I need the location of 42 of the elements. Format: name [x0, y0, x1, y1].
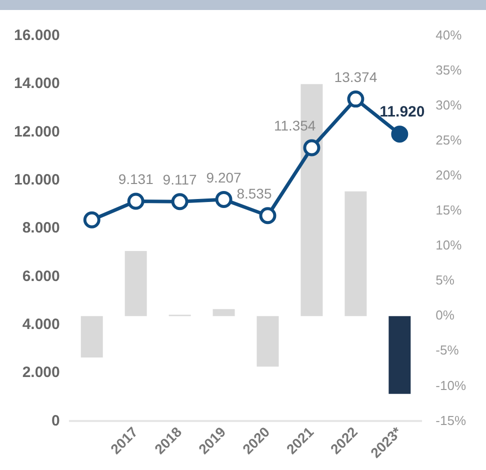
data-label: 13.374: [334, 68, 378, 85]
data-label: 9.131: [118, 171, 154, 188]
data-label: 11.354: [274, 118, 316, 134]
y2-tick-label: 20%: [436, 168, 462, 183]
y2-tick-label: 5%: [436, 272, 455, 288]
point: [303, 139, 320, 156]
y2-tick-label: 0%: [436, 308, 455, 323]
y2-tick-label: -10%: [436, 378, 466, 393]
point: [171, 193, 188, 210]
y2-tick-label: 10%: [436, 238, 462, 253]
y2-tick-label: 15%: [436, 202, 462, 218]
y-tick-label: 4.000: [22, 316, 60, 334]
bar: [80, 316, 103, 358]
data-label: 11.920: [380, 104, 425, 121]
point: [83, 211, 100, 228]
data-label: 9.207: [206, 169, 242, 186]
y2-tick-label: 40%: [436, 27, 462, 42]
y2-tick-label: -15%: [436, 412, 466, 428]
y2-tick-label: 35%: [436, 62, 462, 78]
bar: [256, 316, 279, 367]
data-label: 9.117: [162, 171, 198, 188]
y-tick-label: 10.000: [14, 171, 60, 188]
point: [215, 190, 232, 208]
y2-tick-label: 30%: [436, 97, 462, 112]
point: [391, 126, 408, 143]
bar: [344, 191, 367, 316]
y-tick-label: 12.000: [14, 123, 60, 140]
y-tick-label: 2.000: [22, 364, 60, 382]
y2-tick-label: -5%: [436, 342, 460, 358]
point: [127, 192, 144, 210]
bar: [388, 316, 411, 394]
point: [347, 90, 364, 108]
y-tick-label: 6.000: [22, 268, 60, 285]
point: [259, 207, 276, 224]
bar: [212, 309, 235, 316]
y-tick-label: 0: [52, 412, 60, 430]
data-label: 8.535: [236, 185, 272, 202]
y2-tick-label: 25%: [436, 132, 462, 148]
y-tick-label: 16.000: [14, 26, 60, 44]
bar: [124, 250, 147, 316]
y-tick-label: 8.000: [22, 220, 60, 237]
y-tick-label: 14.000: [14, 75, 60, 92]
